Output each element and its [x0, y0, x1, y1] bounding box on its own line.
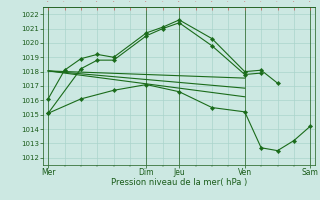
X-axis label: Pression niveau de la mer( hPa ): Pression niveau de la mer( hPa ) [111, 178, 247, 187]
